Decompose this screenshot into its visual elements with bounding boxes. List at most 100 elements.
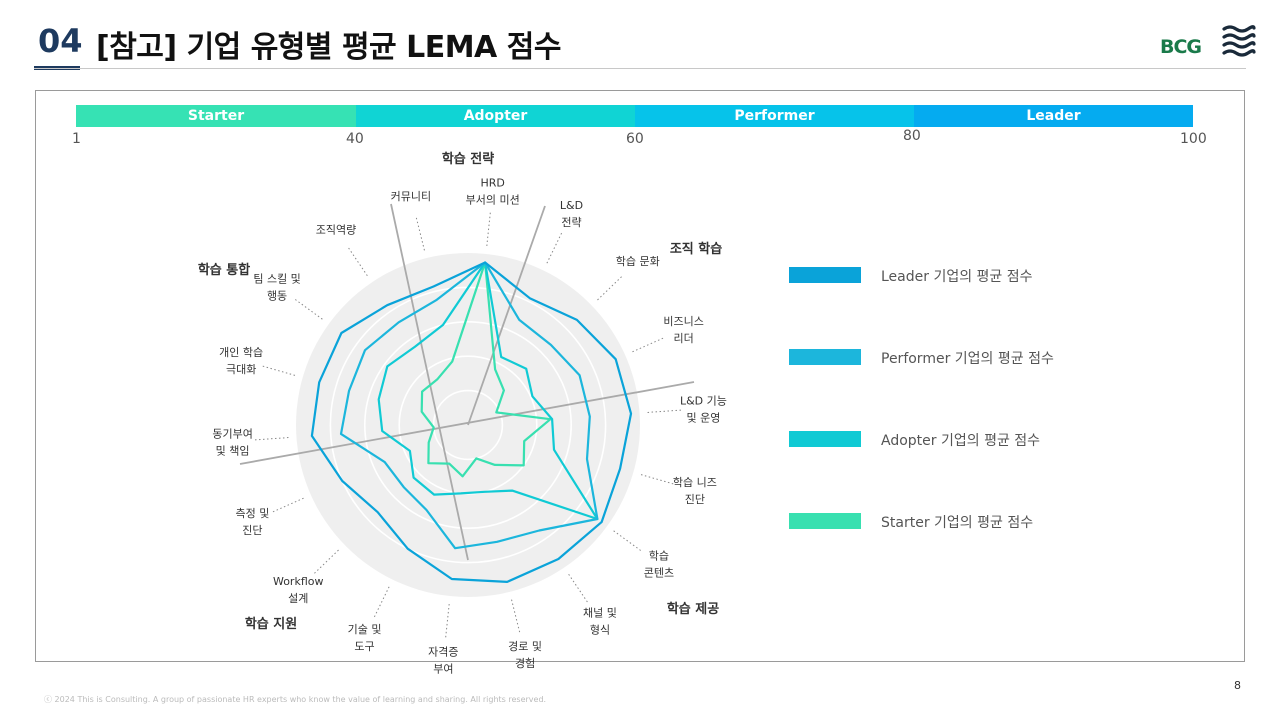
category-label: 커뮤니티: [391, 190, 431, 203]
radar-axis-spoke: [272, 497, 304, 513]
category-label-line: 학습 니즈: [673, 476, 717, 489]
category-label-line: 개인 학습: [219, 346, 263, 359]
category-label-line: 콘텐츠: [644, 567, 674, 580]
radar-gridline: [363, 320, 572, 529]
bcg-logo: BCG: [1160, 36, 1202, 58]
radar-axis-spoke: [373, 586, 390, 618]
group-divider-line: [467, 205, 546, 426]
group-label: 학습 지원: [245, 616, 297, 632]
scale-tick: 80: [903, 128, 921, 144]
category-label-line: 부서의 미션: [466, 193, 520, 206]
category-label-line: 리더: [673, 332, 693, 345]
category-label-line: 학습: [649, 550, 669, 563]
category-label: Workflow 설계: [273, 575, 324, 605]
category-label-line: 및 책임: [216, 444, 250, 457]
radar-axis-spoke: [254, 437, 289, 441]
radar-axis-spoke: [546, 232, 563, 264]
group-divider-line: [239, 381, 695, 465]
category-label-line: 조직역량: [316, 223, 356, 236]
radar-gridline: [432, 389, 504, 461]
radar-axis-spoke: [313, 549, 339, 575]
wave-logo-icon: [1222, 25, 1256, 57]
category-label: 자격증 부여: [428, 646, 458, 676]
legend-label: Adopter 기업의 평균 점수: [881, 433, 1041, 449]
legend-swatch: [789, 267, 861, 283]
category-label: HRD 부서의 미션: [466, 176, 520, 206]
legend-swatch: [789, 431, 861, 447]
category-label-line: 측정 및: [235, 507, 269, 520]
header-divider: [34, 68, 1246, 69]
category-label-line: 커뮤니티: [391, 190, 431, 203]
category-label-line: 비즈니스: [663, 315, 703, 328]
series-line-starter: [420, 261, 552, 478]
category-label-line: 설계: [288, 592, 308, 605]
radar-axis-spoke: [486, 212, 491, 247]
legend-swatch: [789, 349, 861, 365]
group-divider-line: [390, 203, 469, 561]
group-label: 학습 전략: [442, 151, 494, 167]
category-label-line: 및 운영: [686, 412, 720, 425]
category-label-line: 경로 및: [508, 640, 542, 653]
category-label-line: 진단: [242, 524, 262, 537]
category-label-line: 극대화: [226, 363, 256, 376]
category-label-line: 학습 문화: [616, 255, 660, 268]
series-line-performer: [339, 261, 599, 550]
legend-label: Leader 기업의 평균 점수: [881, 269, 1033, 285]
radar-axis-spoke: [640, 474, 674, 485]
page-title: [참고] 기업 유형별 평균 LEMA 점수: [96, 30, 561, 65]
scale-segment-leader: Leader: [914, 105, 1193, 127]
scale-segment-performer: Performer: [635, 105, 914, 127]
category-label-line: L&D 기능: [680, 395, 727, 408]
scale-segment-adopter: Adopter: [356, 105, 635, 127]
series-line-leader: [310, 261, 633, 584]
radar-axis-spoke: [613, 530, 642, 552]
radar-axis-spoke: [597, 275, 623, 301]
legend-label: Performer 기업의 평균 점수: [881, 351, 1054, 367]
group-label: 조직 학습: [670, 241, 722, 257]
scale-tick: 100: [1180, 131, 1207, 147]
copyright-footer: ⓒ 2024 This is Consulting. A group of pa…: [44, 695, 547, 704]
radar-axis-spoke: [647, 409, 682, 413]
category-label: L&D 전략: [560, 199, 583, 229]
scale-segment-starter: Starter: [76, 105, 356, 127]
group-label: 학습 제공: [667, 601, 719, 617]
radar-axis-spoke: [415, 217, 425, 251]
scale-tick: 1: [72, 131, 81, 147]
category-label: 기술 및 도구: [348, 623, 382, 653]
radar-axis-spoke: [632, 337, 664, 353]
scale-tick: 40: [346, 131, 364, 147]
radar-axis-spoke: [294, 298, 323, 320]
category-label-line: 채널 및: [583, 607, 617, 620]
radar-axis-spoke: [347, 247, 368, 277]
category-label-line: 형식: [590, 624, 610, 637]
radar-axis-spoke: [445, 603, 450, 638]
category-label-line: 행동: [267, 289, 287, 302]
category-label-line: 동기부여: [212, 427, 252, 440]
series-line-adopter: [377, 261, 599, 521]
chart-frame: [35, 90, 1245, 662]
category-label-line: 전략: [561, 216, 581, 229]
legend-swatch: [789, 513, 861, 529]
category-label-line: 부여: [433, 663, 453, 676]
category-label-line: L&D: [560, 199, 583, 212]
radar-axis-spoke: [511, 599, 521, 633]
category-label-line: HRD: [480, 176, 504, 189]
section-number: 04: [38, 22, 83, 60]
category-label-line: 진단: [685, 493, 705, 506]
radar-axis-spoke: [262, 365, 296, 376]
scale-tick: 60: [626, 131, 644, 147]
group-label: 학습 통합: [198, 262, 250, 278]
legend-label: Starter 기업의 평균 점수: [881, 515, 1034, 531]
category-label-line: 기술 및: [348, 623, 382, 636]
category-label-line: 경험: [515, 657, 535, 670]
category-label-line: 팀 스킬 및: [253, 272, 300, 285]
